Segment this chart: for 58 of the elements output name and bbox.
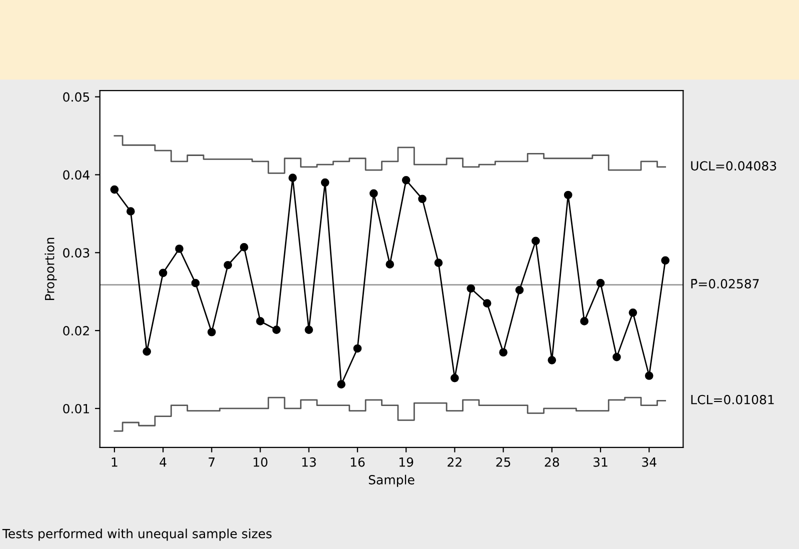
point xyxy=(240,243,248,252)
text: Tests performed with unequal sample sizes xyxy=(2,528,272,541)
point xyxy=(386,260,394,268)
point xyxy=(515,286,524,294)
text: LCL=0.01081 xyxy=(691,394,774,404)
y-tick-label: 0.02 xyxy=(63,326,89,336)
x-tick-label: 31 xyxy=(594,457,608,467)
point xyxy=(418,194,426,204)
point xyxy=(548,356,556,364)
y-tick-label: 0.04 xyxy=(63,170,90,180)
point xyxy=(499,348,508,357)
point xyxy=(482,299,492,308)
point xyxy=(564,190,572,200)
point xyxy=(337,380,346,388)
x-tick-label: 4 xyxy=(160,458,166,467)
x-tick-label: 13 xyxy=(302,457,316,467)
point xyxy=(191,278,200,288)
x-tick-label: 19 xyxy=(400,457,414,467)
point xyxy=(208,328,216,336)
point xyxy=(175,244,184,253)
point xyxy=(353,344,362,353)
point xyxy=(224,260,232,270)
x-tick-label: 1 xyxy=(112,458,118,467)
x-tick-label: 28 xyxy=(544,457,560,467)
point xyxy=(256,317,264,326)
point xyxy=(288,174,297,182)
y-axis-title: Proportion xyxy=(44,238,57,300)
point xyxy=(596,278,605,288)
point xyxy=(644,372,654,380)
point xyxy=(532,236,540,246)
x-tick-label: 22 xyxy=(448,457,462,467)
point xyxy=(661,256,670,265)
point xyxy=(450,374,459,382)
x-tick-label: 34 xyxy=(642,457,656,467)
x-tick-label: 16 xyxy=(350,457,365,467)
point xyxy=(304,326,314,334)
text: UCL=0.04083 xyxy=(691,161,776,171)
point xyxy=(110,185,119,194)
x-tick-label: 7 xyxy=(208,458,215,467)
x-tick-label: 25 xyxy=(496,457,510,467)
y-tick-label: 0.05 xyxy=(63,92,90,102)
point xyxy=(580,317,588,326)
y-tick-label: 0.01 xyxy=(63,404,89,414)
x-tick-label: 10 xyxy=(254,457,268,467)
point xyxy=(320,178,330,187)
point xyxy=(434,258,443,267)
point xyxy=(612,352,621,362)
point xyxy=(272,326,281,334)
point xyxy=(126,207,135,216)
ref-line-label: P̄=0.02587 xyxy=(691,278,759,288)
point xyxy=(628,308,638,317)
point xyxy=(402,176,410,184)
y-tick-label: 0.03 xyxy=(63,248,90,258)
x-axis-title: Sample xyxy=(368,474,414,487)
point xyxy=(142,347,152,356)
point xyxy=(370,189,378,198)
point xyxy=(466,284,476,293)
point xyxy=(158,268,168,278)
